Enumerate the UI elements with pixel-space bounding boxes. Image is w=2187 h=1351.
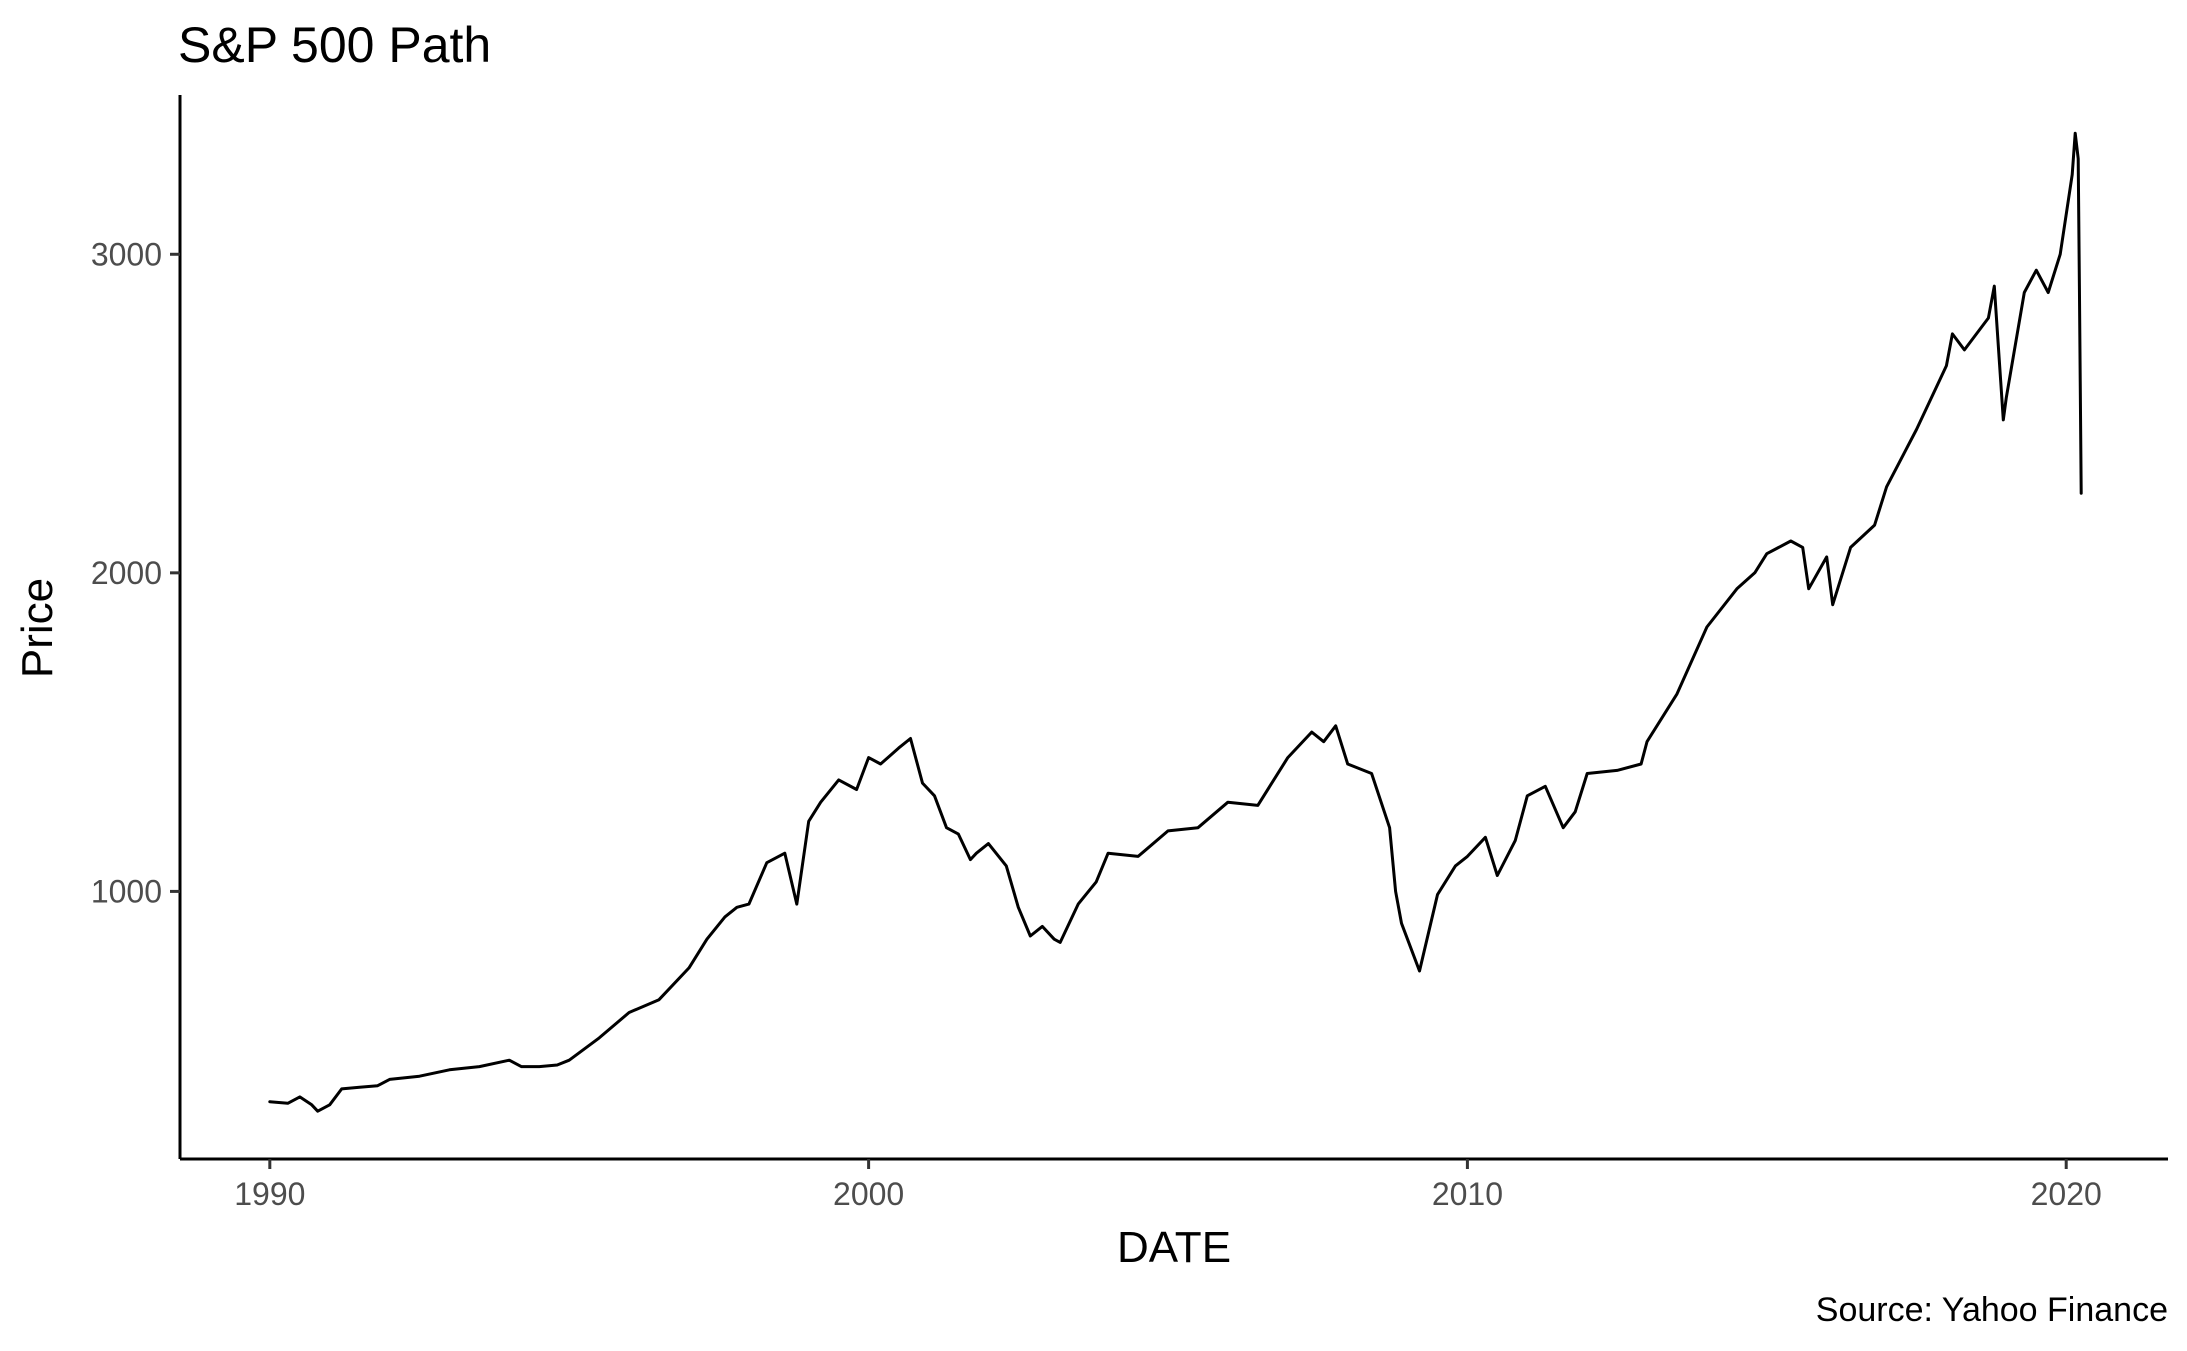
plot-area: 1000 2000 3000 1990 2000 2010 2020 [91, 95, 2168, 1212]
x-tick-label: 1990 [234, 1176, 305, 1212]
y-tick-label: 3000 [91, 236, 162, 272]
series-line-0 [268, 131, 2083, 1113]
x-tick-label: 2020 [2031, 1176, 2102, 1212]
x-tick-label: 2000 [833, 1176, 904, 1212]
chart-title: S&P 500 Path [178, 17, 491, 73]
series-layer [268, 131, 2083, 1113]
y-axis-ticks: 1000 2000 3000 [91, 236, 180, 909]
chart-caption: Source: Yahoo Finance [1816, 1291, 2168, 1329]
y-tick-label: 2000 [91, 555, 162, 591]
x-axis-ticks: 1990 2000 2010 2020 [234, 1159, 2102, 1212]
x-axis-title: DATE [1117, 1223, 1231, 1272]
y-tick-label: 1000 [91, 873, 162, 909]
x-tick-label: 2010 [1432, 1176, 1503, 1212]
y-axis-title: Price [13, 578, 62, 678]
